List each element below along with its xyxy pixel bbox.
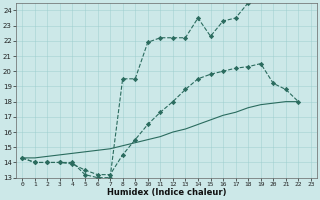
X-axis label: Humidex (Indice chaleur): Humidex (Indice chaleur) bbox=[107, 188, 226, 197]
